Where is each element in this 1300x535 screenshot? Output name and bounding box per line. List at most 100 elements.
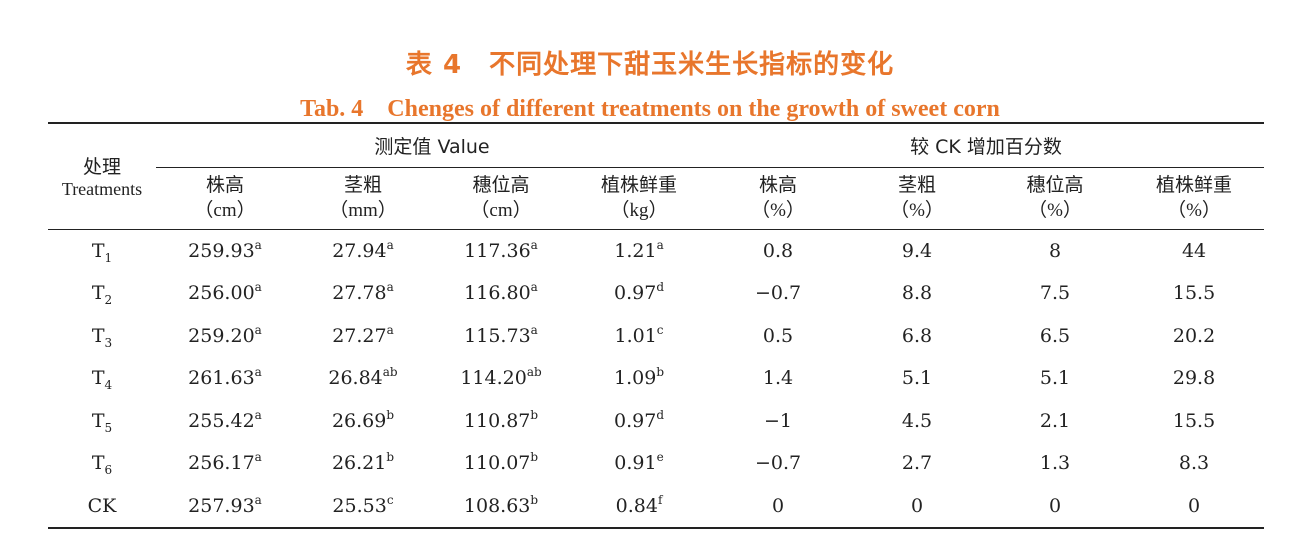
value-cell: 0 [986,485,1124,529]
cell-value: 256.17 [188,452,255,475]
value-cell: 114.20ab [432,357,570,400]
value-cell: 1.4 [708,357,848,400]
cell-value: 5.1 [1039,367,1071,390]
significance-letter: b [530,450,539,465]
value-cell: 6.5 [986,315,1124,358]
cell-value: 0.5 [762,324,794,347]
treatment-label: T [91,282,105,305]
cell-value: 8.3 [1178,452,1210,475]
cell-value: 6.8 [901,324,933,347]
column-header-name: 株高 [205,174,244,196]
column-header-name: 茎粗 [343,174,382,196]
table-row: T3 259.20a 27.27a 115.73a 1.01c 0.5 6.8 6.5 20.2 [48,315,1264,358]
value-cell: −0.7 [708,272,848,315]
cell-value: 8 [1048,239,1062,262]
cell-value: 15.5 [1172,282,1216,305]
value-cell: 2.7 [848,442,986,485]
table-caption-cn: 表 4 不同处理下甜玉米生长指标的变化 [405,50,895,80]
cell-value: 6.5 [1039,324,1071,347]
value-cell: 15.5 [1124,272,1264,315]
cell-value: 44 [1181,239,1207,262]
value-cell: 27.94a [294,229,432,272]
value-cell: 8.3 [1124,442,1264,485]
treatment-cell: T2 [48,272,156,315]
column-header: 穗位高 （%） [986,167,1124,229]
value-cell: 256.00a [156,272,294,315]
value-cell: 0 [1124,485,1264,529]
column-header-name: 茎粗 [898,174,937,196]
significance-letter: a [254,492,262,507]
value-cell: 110.07b [432,442,570,485]
table-row: CK 257.93a 25.53c 108.63b 0.84f 0 0 0 0 [48,485,1265,529]
cell-value: 27.94 [332,239,387,262]
treatment-subscript: 2 [104,293,113,308]
significance-letter: d [656,280,665,295]
column-header-unit: （cm） [194,200,256,221]
cell-value: 110.07 [463,452,531,475]
significance-letter: a [386,237,394,252]
value-cell: 8 [986,229,1124,272]
treatment-subscript: 4 [104,378,113,393]
cell-value: 15.5 [1172,409,1216,432]
value-cell: 257.93a [156,485,294,529]
treatment-label: T [91,367,105,390]
cell-value: 1.09 [614,367,657,390]
value-cell: 27.78a [294,272,432,315]
cell-value: 255.42 [188,409,255,432]
column-header-name: 植株鲜重 [601,174,678,196]
treatment-cell: CK [48,485,156,529]
value-cell: 26.21b [294,442,432,485]
cell-value: 0.97 [614,282,657,305]
significance-letter: ab [526,365,542,380]
column-header: 植株鲜重 （%） [1124,167,1264,229]
value-cell: 5.1 [848,357,986,400]
cell-value: 114.20 [460,367,527,390]
treatment-cell: T4 [48,357,156,400]
cell-value: 117.36 [464,239,531,262]
value-cell: 6.8 [848,315,986,358]
cell-value: 0 [1187,494,1201,517]
significance-letter: a [254,237,262,252]
value-cell: 259.93a [156,229,294,272]
value-cell: 1.09b [570,357,708,400]
column-header-unit: （%） [1167,200,1221,221]
cell-value: 1.4 [762,367,794,390]
value-cell: 0.97d [570,400,708,443]
cell-value: −0.7 [754,452,802,475]
value-cell: 0.97d [570,272,708,315]
cell-value: 1.3 [1039,452,1071,475]
value-cell: 255.42a [156,400,294,443]
growth-table: 处理 Treatments 测定值 Value 较 CK 增加百分数 株高 （cm… [48,122,1265,529]
value-cell: 9.4 [848,229,986,272]
significance-letter: a [254,450,262,465]
significance-letter: b [530,492,539,507]
value-cell: 1.3 [986,442,1124,485]
cell-value: 0.8 [762,239,794,262]
significance-letter: c [386,492,394,507]
cell-value: 115.73 [464,324,531,347]
significance-letter: a [386,280,394,295]
treatment-subscript: 3 [104,335,113,350]
significance-letter: a [254,280,262,295]
value-cell: 44 [1124,229,1264,272]
value-cell: 117.36a [432,229,570,272]
value-cell: 29.8 [1124,357,1264,400]
treatment-cell: T1 [48,229,156,272]
treatment-cell: T6 [48,442,156,485]
column-header: 穗位高 （cm） [432,167,570,229]
cell-value: 0 [771,494,785,517]
column-header-unit: （%） [751,200,805,221]
table-row: T6 256.17a 26.21b 110.07b 0.91e −0.7 2.7 1.3 8.3 [48,442,1264,485]
cell-value: 259.20 [188,324,255,347]
group-header-increase: 较 CK 增加百分数 [708,123,1265,168]
treatment-header-cn: 处理 [82,156,121,179]
significance-letter: b [386,450,395,465]
column-header-name: 穗位高 [1026,174,1084,196]
cell-value: 7.5 [1039,282,1071,305]
cell-value: 1.21 [614,239,657,262]
value-cell: 15.5 [1124,400,1264,443]
value-cell: 110.87b [432,400,570,443]
column-header: 茎粗 （%） [848,167,986,229]
column-header: 株高 （%） [708,167,848,229]
treatment-header: 处理 Treatments [48,123,156,230]
